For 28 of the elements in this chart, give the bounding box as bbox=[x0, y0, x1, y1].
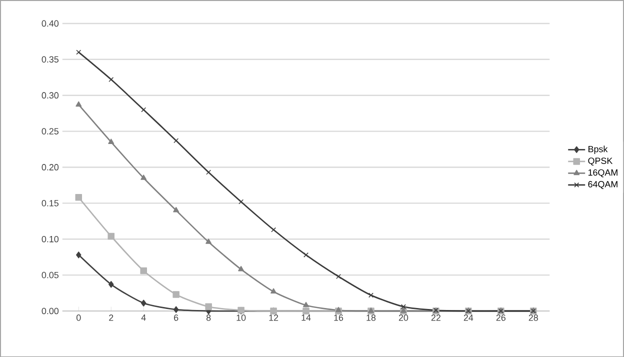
x-tick-label: 8 bbox=[206, 314, 211, 321]
legend-label: QPSK bbox=[588, 157, 613, 166]
x-tick-label: 22 bbox=[431, 314, 440, 321]
y-tick-label: 0.25 bbox=[42, 128, 59, 134]
legend-label: Bpsk bbox=[588, 145, 608, 154]
x-tick-label: 26 bbox=[496, 314, 506, 321]
x-tick-label: 16 bbox=[334, 314, 344, 321]
x-tick-label: 20 bbox=[398, 314, 408, 321]
x-tick-label: 24 bbox=[464, 314, 474, 321]
x-tick-label: 14 bbox=[302, 314, 311, 320]
x-tick-label: 2 bbox=[109, 314, 114, 321]
y-tick-label: 0.20 bbox=[42, 164, 59, 170]
y-tick-label: 0.35 bbox=[42, 56, 59, 62]
y-tick-label: 0.30 bbox=[42, 92, 59, 98]
x-tick-label: 0 bbox=[76, 314, 81, 321]
x-tick-label: 10 bbox=[236, 314, 246, 321]
x-tick-label: 4 bbox=[141, 314, 146, 320]
y-tick-label: 0.00 bbox=[42, 308, 59, 314]
y-tick-label: 0.40 bbox=[42, 20, 59, 26]
x-tick-label: 6 bbox=[174, 314, 178, 321]
legend-label: 64QAM bbox=[588, 180, 618, 189]
y-tick-label: 0.15 bbox=[42, 200, 59, 206]
x-tick-label: 18 bbox=[366, 314, 376, 321]
x-tick-label: 28 bbox=[528, 314, 538, 321]
y-tick-label: 0.10 bbox=[42, 236, 59, 242]
y-tick-label: 0.05 bbox=[42, 272, 59, 278]
x-tick-label: 12 bbox=[269, 314, 278, 321]
legend-label: 16QAM bbox=[588, 169, 618, 178]
